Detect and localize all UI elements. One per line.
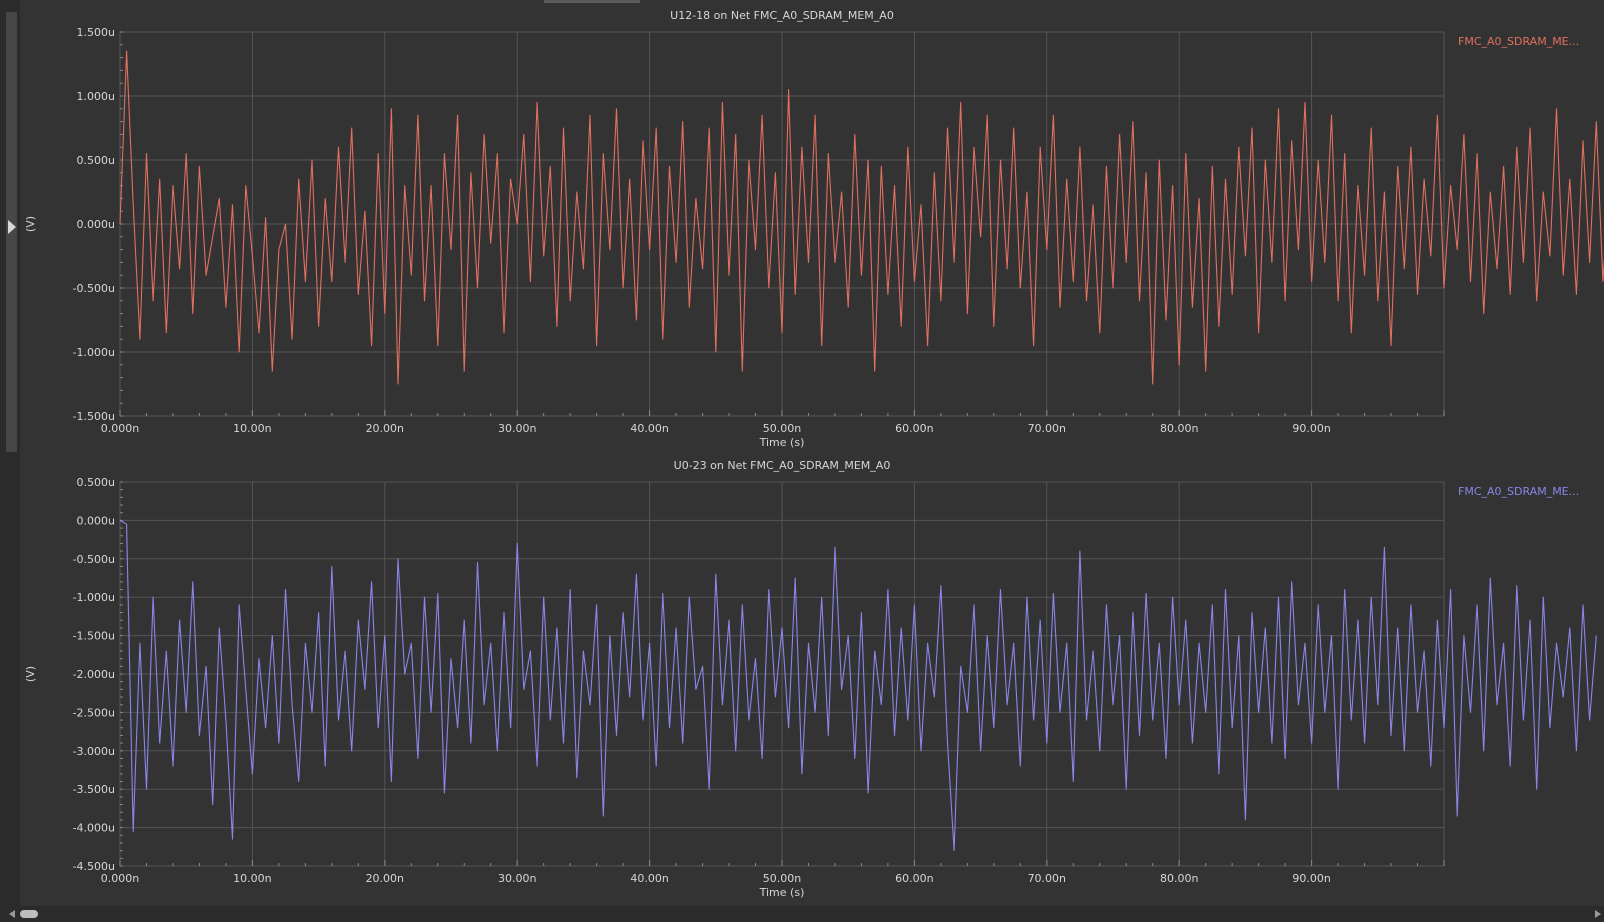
expand-panel-arrow-icon[interactable] [8, 220, 16, 234]
chart2-y-tick-label: -2.000u [73, 668, 115, 681]
chart1-x-tick-label: 30.00n [498, 422, 536, 435]
chart2-legend-entry: FMC_A0_SDRAM_ME... [1458, 485, 1579, 498]
chart2-y-tick-label: -2.500u [73, 706, 115, 719]
chart1-x-tick-label: 90.00n [1292, 422, 1330, 435]
chart2-title: U0-23 on Net FMC_A0_SDRAM_MEM_A0 [674, 459, 891, 472]
chart2-x-tick-label: 10.00n [233, 872, 271, 885]
scroll-left-arrow-icon[interactable] [9, 910, 15, 918]
chart2-x-tick-label: 90.00n [1292, 872, 1330, 885]
chart2-x-tick-label: 40.00n [630, 872, 668, 885]
chart2-x-tick-label: 60.00n [895, 872, 933, 885]
chart1-y-tick-label: 0.500u [77, 154, 115, 167]
chart1-x-tick-label: 20.00n [366, 422, 404, 435]
chart2-y-tick-label: -1.500u [73, 630, 115, 643]
chart1-y-tick-label: 1.000u [77, 90, 115, 103]
chart1-x-tick-label: 40.00n [630, 422, 668, 435]
chart2-y-tick-label: -4.000u [73, 822, 115, 835]
chart2-series-1-trace [119, 519, 1597, 852]
left-panel-gutter [0, 0, 20, 922]
chart2-y-tick-label: -3.000u [73, 745, 115, 758]
chart1-y-tick-label: -1.000u [73, 346, 115, 359]
chart2-x-tick-label: 50.00n [763, 872, 801, 885]
chart1-series-1-trace [119, 50, 1604, 385]
chart1-x-tick-label: 50.00n [763, 422, 801, 435]
chart1-x-tick-label: 70.00n [1028, 422, 1066, 435]
top-tab-indicator [544, 0, 640, 3]
chart2-y-tick-label: -4.500u [73, 860, 115, 873]
chart1-y-tick-label: -0.500u [73, 282, 115, 295]
chart2-y-tick-label: 0.000u [77, 514, 115, 527]
horizontal-scrollbar[interactable] [0, 906, 1604, 922]
chart2-y-axis-label: (V) [24, 666, 37, 682]
chart1-x-tick-label: 0.000n [101, 422, 139, 435]
chart1-y-tick-label: -1.500u [73, 410, 115, 423]
chart1-y-axis-label: (V) [24, 216, 37, 232]
chart1-title: U12-18 on Net FMC_A0_SDRAM_MEM_A0 [670, 9, 894, 22]
chart1-x-axis-label: Time (s) [759, 436, 805, 449]
chart1-y-tick-label: 1.500u [77, 26, 115, 39]
chart2-x-tick-label: 20.00n [366, 872, 404, 885]
chart2-y-tick-label: -0.500u [73, 553, 115, 566]
chart2-y-tick-label: -1.000u [73, 591, 115, 604]
chart2-x-tick-label: 80.00n [1160, 872, 1198, 885]
chart1-legend-entry: FMC_A0_SDRAM_ME... [1458, 35, 1579, 48]
chart2-x-tick-label: 0.000n [101, 872, 139, 885]
chart1-x-tick-label: 80.00n [1160, 422, 1198, 435]
scroll-right-arrow-icon[interactable] [1595, 910, 1601, 918]
chart1-x-tick-label: 60.00n [895, 422, 933, 435]
chart1-x-tick-label: 10.00n [233, 422, 271, 435]
chart2-y-tick-label: -3.500u [73, 783, 115, 796]
chart2-x-tick-label: 70.00n [1028, 872, 1066, 885]
scroll-thumb[interactable] [20, 910, 38, 918]
chart2-x-axis-label: Time (s) [759, 886, 805, 899]
chart2-y-tick-label: 0.500u [77, 476, 115, 489]
chart2-x-tick-label: 30.00n [498, 872, 536, 885]
chart1-y-tick-label: 0.000u [77, 218, 115, 231]
